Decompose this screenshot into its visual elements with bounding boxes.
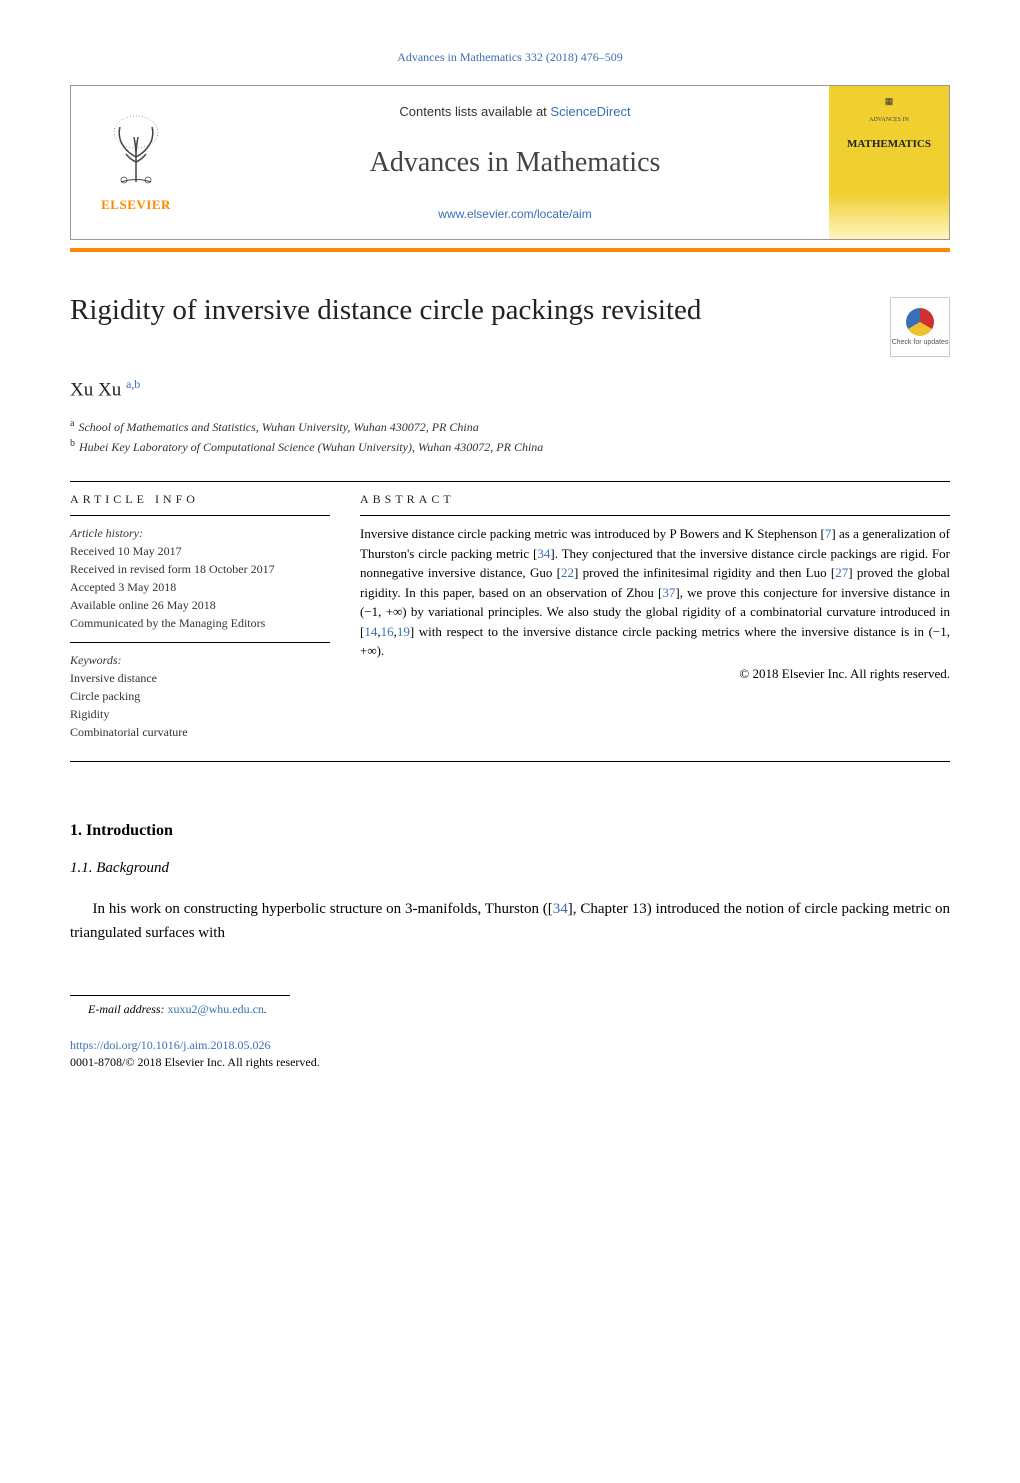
journal-url[interactable]: www.elsevier.com/locate/aim bbox=[211, 207, 819, 221]
journal-title: Advances in Mathematics bbox=[211, 147, 819, 179]
online-date: Available online 26 May 2018 bbox=[70, 598, 216, 612]
ref-link[interactable]: 34 bbox=[537, 546, 550, 561]
orange-divider bbox=[70, 248, 950, 252]
ref-link[interactable]: 22 bbox=[561, 565, 574, 580]
doi-link[interactable]: https://doi.org/10.1016/j.aim.2018.05.02… bbox=[70, 1038, 270, 1052]
elsevier-text: ELSEVIER bbox=[101, 197, 171, 213]
ref-link[interactable]: 27 bbox=[835, 565, 848, 580]
affiliation-a: aSchool of Mathematics and Statistics, W… bbox=[70, 416, 950, 436]
crossmark-icon bbox=[906, 308, 934, 336]
email-label: E-mail address: bbox=[88, 1002, 168, 1016]
cover-title: MATHEMATICS bbox=[847, 138, 931, 150]
author-sup[interactable]: a,b bbox=[126, 377, 140, 391]
cover-mark-icon: ▦ bbox=[885, 96, 894, 107]
doi-block: https://doi.org/10.1016/j.aim.2018.05.02… bbox=[70, 1037, 950, 1071]
publisher-logo-cell: ELSEVIER bbox=[71, 86, 201, 239]
history-label: Article history: bbox=[70, 526, 143, 540]
affiliation-b-text: Hubei Key Laboratory of Computational Sc… bbox=[79, 440, 543, 454]
abstract-column: ABSTRACT Inversive distance circle packi… bbox=[360, 492, 950, 741]
journal-cover: ▦ ADVANCES IN MATHEMATICS bbox=[829, 86, 949, 239]
check-updates-badge[interactable]: Check for updates bbox=[890, 297, 950, 357]
cover-sup: ADVANCES IN bbox=[869, 117, 909, 123]
journal-header: ELSEVIER Contents lists available at Sci… bbox=[70, 85, 950, 240]
abstract-label: ABSTRACT bbox=[360, 492, 950, 507]
contents-prefix: Contents lists available at bbox=[399, 104, 550, 119]
ref-link[interactable]: 37 bbox=[662, 585, 675, 600]
info-abstract-row: ARTICLE INFO Article history: Received 1… bbox=[70, 492, 950, 741]
email-link[interactable]: xuxu2@whu.edu.cn bbox=[168, 1002, 264, 1016]
article-title: Rigidity of inversive distance circle pa… bbox=[70, 292, 870, 330]
author-name: Xu Xu bbox=[70, 379, 121, 400]
keyword: Circle packing bbox=[70, 689, 140, 703]
issn-copyright: 0001-8708/© 2018 Elsevier Inc. All right… bbox=[70, 1055, 320, 1069]
keyword: Rigidity bbox=[70, 707, 109, 721]
abstract-text: Inversive distance circle packing metric… bbox=[360, 524, 950, 661]
ref-link[interactable]: 14 bbox=[364, 624, 377, 639]
check-updates-text: Check for updates bbox=[892, 339, 949, 346]
section-heading-1-1: 1.1. Background bbox=[70, 860, 950, 877]
divider bbox=[70, 515, 330, 516]
abstract-copyright: © 2018 Elsevier Inc. All rights reserved… bbox=[360, 666, 950, 682]
email-footnote: E-mail address: xuxu2@whu.edu.cn. bbox=[70, 1002, 950, 1017]
revised-date: Received in revised form 18 October 2017 bbox=[70, 562, 275, 576]
keywords-label: Keywords: bbox=[70, 653, 122, 667]
section-heading-1: 1. Introduction bbox=[70, 822, 950, 840]
author-line: Xu Xu a,b bbox=[70, 377, 950, 401]
keyword: Combinatorial curvature bbox=[70, 725, 188, 739]
contents-line: Contents lists available at ScienceDirec… bbox=[211, 104, 819, 119]
article-info-column: ARTICLE INFO Article history: Received 1… bbox=[70, 492, 330, 741]
title-row: Rigidity of inversive distance circle pa… bbox=[70, 292, 950, 357]
elsevier-tree-icon bbox=[96, 112, 176, 192]
article-history: Article history: Received 10 May 2017 Re… bbox=[70, 524, 330, 632]
header-center: Contents lists available at ScienceDirec… bbox=[201, 86, 829, 239]
keywords-block: Keywords: Inversive distance Circle pack… bbox=[70, 651, 330, 741]
communicated-by: Communicated by the Managing Editors bbox=[70, 616, 265, 630]
affiliation-b: bHubei Key Laboratory of Computational S… bbox=[70, 436, 950, 456]
divider bbox=[70, 761, 950, 762]
ref-link[interactable]: 19 bbox=[397, 624, 410, 639]
received-date: Received 10 May 2017 bbox=[70, 544, 182, 558]
affiliation-a-text: School of Mathematics and Statistics, Wu… bbox=[78, 420, 478, 434]
sciencedirect-link[interactable]: ScienceDirect bbox=[550, 104, 630, 119]
keyword: Inversive distance bbox=[70, 671, 157, 685]
intro-section: 1. Introduction 1.1. Background In his w… bbox=[70, 822, 950, 945]
ref-link[interactable]: 16 bbox=[381, 624, 394, 639]
divider bbox=[360, 515, 950, 516]
accepted-date: Accepted 3 May 2018 bbox=[70, 580, 176, 594]
body-paragraph: In his work on constructing hyperbolic s… bbox=[70, 897, 950, 945]
affiliations: aSchool of Mathematics and Statistics, W… bbox=[70, 416, 950, 456]
ref-link[interactable]: 34 bbox=[553, 901, 568, 917]
footnote-rule bbox=[70, 995, 290, 996]
divider bbox=[70, 481, 950, 482]
top-citation: Advances in Mathematics 332 (2018) 476–5… bbox=[70, 50, 950, 65]
divider bbox=[70, 642, 330, 643]
article-info-label: ARTICLE INFO bbox=[70, 492, 330, 507]
